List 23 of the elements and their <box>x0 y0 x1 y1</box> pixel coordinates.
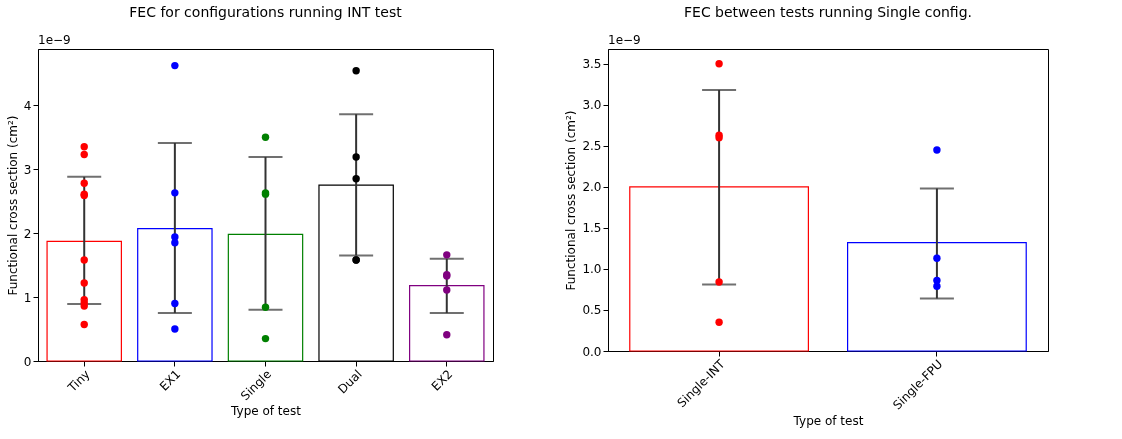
chart-title: FEC between tests running Single config. <box>684 4 972 20</box>
y-axis-title: Functional cross section (cm²) <box>564 110 579 291</box>
y-tick-label: 3.5 <box>582 57 602 72</box>
y-tick-label: 1.0 <box>582 262 602 277</box>
y-tick-label: 4 <box>23 98 32 113</box>
y-tick-label: 0.5 <box>582 303 602 318</box>
x-axis-title: Type of test <box>230 404 302 419</box>
x-tick-label: EX1 <box>156 367 184 394</box>
y-tick-label: 2.5 <box>582 139 602 154</box>
text: 1e−9 <box>608 33 641 47</box>
y-tick-label: 1 <box>23 290 32 305</box>
y-tick-label: 2 <box>23 226 32 241</box>
y-tick-label: 0 <box>23 354 32 369</box>
y-axis-title: Functional cross section (cm²) <box>5 115 20 296</box>
text: 1e−9 <box>38 33 71 47</box>
y-tick-label: 3 <box>23 162 32 177</box>
chart-title: FEC for configurations running INT test <box>129 4 403 20</box>
y-tick-label: 2.0 <box>582 180 602 195</box>
x-tick-label: Tiny <box>64 367 93 396</box>
y-tick-label: 1.5 <box>582 221 602 236</box>
x-axis-title: Type of test <box>792 413 864 428</box>
y-tick-label: 3.0 <box>582 98 602 113</box>
y-tick-label: 0.0 <box>582 344 602 359</box>
